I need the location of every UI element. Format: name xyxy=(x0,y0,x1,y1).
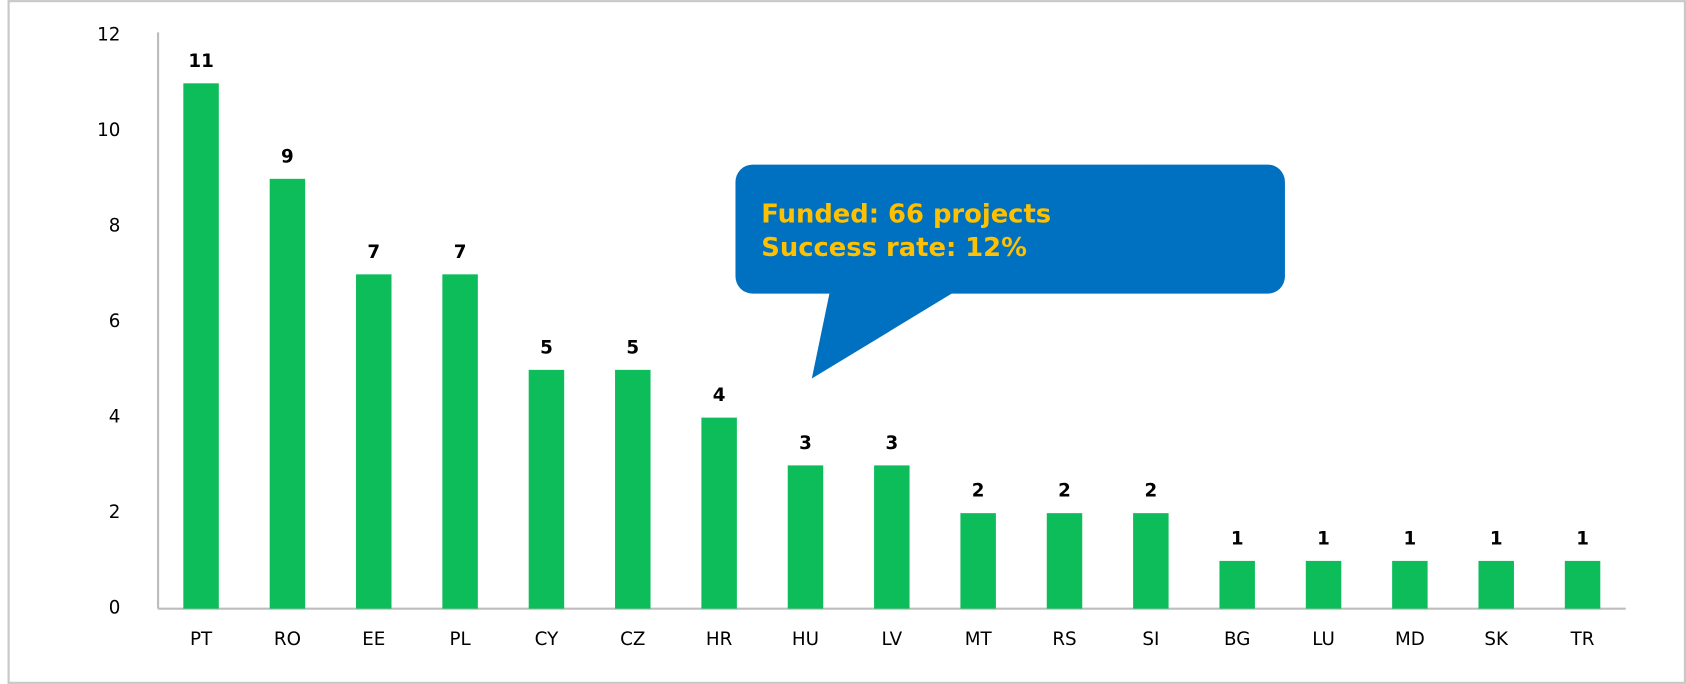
x-tick-label: PT xyxy=(190,629,213,650)
data-label: 5 xyxy=(540,337,553,358)
annotation: Funded: 66 projects xyxy=(761,200,1051,230)
bar xyxy=(1219,560,1255,609)
bar xyxy=(356,274,392,609)
bar xyxy=(615,369,651,609)
callout-pointer xyxy=(811,290,957,379)
data-label: 7 xyxy=(367,242,380,263)
bar xyxy=(874,465,910,609)
x-tick-label: LV xyxy=(881,629,902,650)
data-label: 1 xyxy=(1576,528,1589,549)
bar xyxy=(183,83,219,609)
y-tick-label: 10 xyxy=(97,120,120,141)
x-tick-label: EE xyxy=(362,629,385,650)
annotation: Success rate: 12% xyxy=(761,233,1027,263)
data-label: 1 xyxy=(1231,528,1244,549)
data-label: 3 xyxy=(799,433,812,454)
y-tick-label: 0 xyxy=(109,598,121,619)
data-label: 5 xyxy=(626,337,639,358)
x-tick-label: LU xyxy=(1312,629,1335,650)
x-tick-label: MD xyxy=(1395,629,1425,650)
data-label: 3 xyxy=(885,433,898,454)
callout-box xyxy=(735,164,1285,294)
bar xyxy=(787,465,824,609)
x-tick-label: HR xyxy=(706,629,733,650)
data-label: 2 xyxy=(972,481,985,502)
bar xyxy=(1478,560,1514,609)
bar xyxy=(442,274,478,609)
bar xyxy=(1305,560,1342,609)
x-tick-label: CZ xyxy=(620,629,645,650)
x-tick-label: MT xyxy=(965,629,993,650)
y-tick-label: 12 xyxy=(97,25,120,46)
x-tick-label: PL xyxy=(450,629,472,650)
x-tick-label: RS xyxy=(1052,629,1076,650)
y-tick-label: 8 xyxy=(109,216,121,237)
data-label: 2 xyxy=(1144,481,1157,502)
bar xyxy=(528,369,565,609)
bar xyxy=(701,417,737,609)
x-tick-label: RO xyxy=(274,629,301,650)
bar xyxy=(960,513,996,609)
y-tick-label: 4 xyxy=(109,407,121,428)
bar xyxy=(1564,560,1601,609)
x-tick-label: SI xyxy=(1142,629,1159,650)
data-label: 1 xyxy=(1490,528,1503,549)
x-tick-label: HU xyxy=(792,629,819,650)
x-tick-label: BG xyxy=(1224,629,1250,650)
frame xyxy=(7,0,1686,684)
x-tick-label: SK xyxy=(1484,629,1509,650)
data-label: 7 xyxy=(454,242,467,263)
data-label: 9 xyxy=(281,146,294,167)
data-label: 1 xyxy=(1317,528,1330,549)
x-tick-label: CY xyxy=(535,629,559,650)
x-tick-label: TR xyxy=(1570,629,1595,650)
bar xyxy=(1392,560,1428,609)
data-label: 4 xyxy=(713,385,726,406)
bar xyxy=(269,178,306,609)
callout: Funded: 66 projects Success rate: 12% xyxy=(735,164,1285,379)
bar xyxy=(1046,513,1083,609)
bar xyxy=(1133,513,1169,609)
data-label: 2 xyxy=(1058,481,1071,502)
data-label: 11 xyxy=(188,51,213,72)
y-tick-label: 6 xyxy=(109,311,121,332)
y-tick-label: 2 xyxy=(109,502,121,523)
data-label: 1 xyxy=(1404,528,1417,549)
